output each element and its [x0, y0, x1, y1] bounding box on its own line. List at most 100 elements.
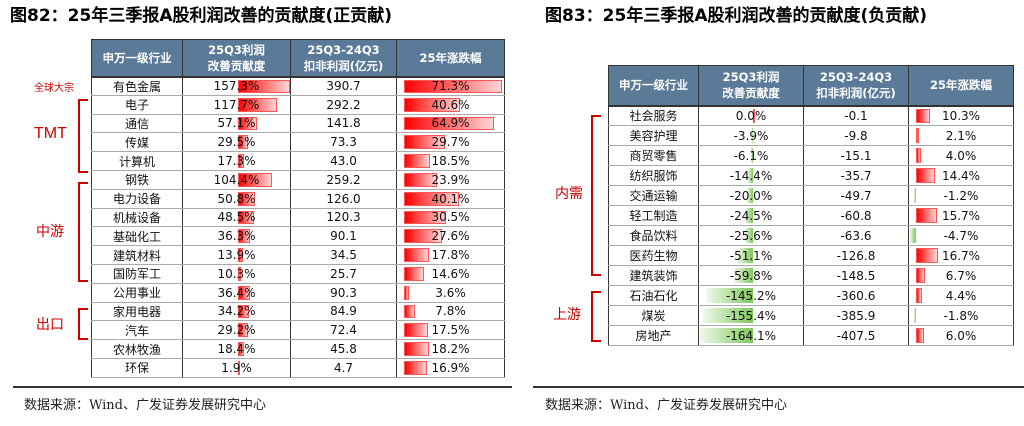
industry-name: 交通运输 [608, 185, 699, 206]
change-cell: 40.1% [396, 189, 505, 209]
contribution-cell: 18.4% [182, 339, 291, 359]
change-bar [916, 148, 922, 163]
contribution-cell: -3.9% [698, 125, 804, 146]
industry-name: 有色金属 [91, 76, 183, 96]
change-cell: 23.9% [396, 170, 505, 190]
change-cell: 15.7% [908, 205, 1014, 226]
profit-cell: 141.8 [290, 114, 397, 134]
contribution-bar [238, 210, 254, 225]
contribution-cell: -155.4% [698, 305, 804, 326]
change-cell: 17.5% [396, 320, 505, 341]
industry-name: 煤炭 [608, 305, 699, 326]
column-header: 25Q3-24Q3 扣非利润(亿元) [290, 39, 397, 78]
industry-name: 家用电器 [91, 302, 183, 322]
column-header: 申万一级行业 [608, 65, 699, 107]
change-bar [916, 108, 930, 123]
change-bar [404, 154, 430, 168]
profit-cell: -148.5 [803, 265, 909, 286]
contribution-bar [238, 360, 240, 375]
contribution-cell: 13.9% [182, 245, 291, 265]
change-bar [909, 228, 916, 243]
table-row: 传媒 29.5% 73.3 29.7% [91, 132, 505, 153]
industry-name: 计算机 [91, 151, 183, 171]
change-bar [916, 248, 939, 263]
table-row: 商贸零售 -6.1% -15.1 4.0% [608, 145, 1014, 166]
change-cell: -4.7% [908, 225, 1014, 246]
table-row: 机械设备 48.5% 120.3 30.5% [91, 208, 505, 228]
table-row: 通信 57.1% 141.8 64.9% [91, 114, 505, 134]
profit-cell: 72.4 [290, 320, 397, 341]
contribution-bar [238, 285, 250, 300]
contribution-cell: -25.6% [698, 225, 804, 246]
profit-cell: 34.5 [290, 245, 397, 265]
contribution-bar [238, 248, 243, 262]
industry-name: 公用事业 [91, 283, 183, 303]
column-header: 25Q3利润 改善贡献度 [182, 39, 291, 78]
contribution-cell: 117.7% [182, 95, 291, 115]
contribution-cell: 17.3% [182, 151, 291, 171]
contribution-bar [238, 266, 242, 281]
change-cell: 16.9% [396, 358, 505, 378]
change-bar [404, 285, 409, 300]
change-cell: 71.3% [396, 76, 505, 96]
industry-name: 电力设备 [91, 189, 183, 209]
contribution-bar [238, 229, 250, 244]
table-row: 建筑装饰 -59.8% -148.5 6.7% [608, 265, 1014, 286]
table-row: 基础化工 36.3% 90.1 27.6% [91, 226, 505, 247]
contribution-cell: 36.4% [182, 283, 291, 303]
contribution-bar [238, 172, 273, 187]
change-bar [404, 116, 494, 131]
profit-cell: -360.6 [803, 285, 909, 306]
contribution-cell: 29.5% [182, 132, 291, 153]
industry-name: 商贸零售 [608, 145, 699, 166]
table-row: 环保 1.9% 4.7 16.9% [91, 358, 505, 378]
industry-name: 建筑材料 [91, 245, 183, 265]
change-cell: 30.5% [396, 208, 505, 228]
group-label-domestic: 内需 [555, 186, 583, 202]
contribution-bar [706, 288, 753, 303]
industry-name: 轻工制造 [608, 205, 699, 226]
contribution-bar [238, 116, 257, 131]
industry-name: 钢铁 [91, 170, 183, 190]
column-header: 申万一级行业 [91, 39, 183, 78]
group-bracket [78, 308, 88, 340]
change-cell: 64.9% [396, 114, 505, 134]
contribution-cell: 50.8% [182, 189, 291, 209]
contribution-bar [238, 135, 248, 150]
left-contribution-table: 申万一级行业 25Q3利润 改善贡献度 25Q3-24Q3 扣非利润(亿元) 25年涨… [91, 39, 505, 378]
table-row: 家用电器 34.2% 84.9 7.8% [91, 302, 505, 322]
group-bracket [78, 99, 88, 173]
contribution-cell: 1.9% [182, 358, 291, 378]
profit-cell: -35.7 [803, 165, 909, 186]
column-header: 25Q3-24Q3 扣非利润(亿元) [803, 65, 909, 107]
divider [533, 386, 1024, 388]
table-row: 有色金属 157.3% 390.7 71.3% [91, 76, 505, 96]
table-row: 医药生物 -51.1% -126.8 16.7% [608, 245, 1014, 266]
table-row: 汽车 29.2% 72.4 17.5% [91, 320, 505, 341]
profit-cell: -407.5 [803, 325, 909, 346]
change-bar [916, 268, 925, 283]
contribution-bar [751, 128, 753, 143]
group-bracket [591, 291, 601, 342]
profit-cell: 120.3 [290, 208, 397, 228]
contribution-bar [700, 328, 753, 343]
profit-cell: 73.3 [290, 132, 397, 153]
change-bar [914, 188, 916, 203]
contribution-cell: -24.5% [698, 205, 804, 226]
change-cell: 29.7% [396, 132, 505, 153]
left-figure-title: 图82：25年三季报A股利润改善的贡献度(正贡献) [10, 6, 393, 26]
contribution-cell: -51.1% [698, 245, 804, 266]
right-source: 数据来源：Wind、广发证券发展研究中心 [545, 398, 787, 413]
profit-cell: -15.1 [803, 145, 909, 166]
left-source: 数据来源：Wind、广发证券发展研究中心 [24, 398, 266, 413]
contribution-cell: 0.0% [698, 105, 804, 126]
profit-cell: -60.8 [803, 205, 909, 226]
contribution-cell: 48.5% [182, 208, 291, 228]
column-header: 25Q3利润 改善贡献度 [698, 65, 804, 107]
change-cell: 18.5% [396, 151, 505, 171]
profit-cell: -0.1 [803, 105, 909, 126]
change-cell: 7.8% [396, 302, 505, 322]
change-bar [404, 266, 425, 281]
contribution-bar [753, 108, 755, 123]
change-bar [404, 79, 503, 93]
